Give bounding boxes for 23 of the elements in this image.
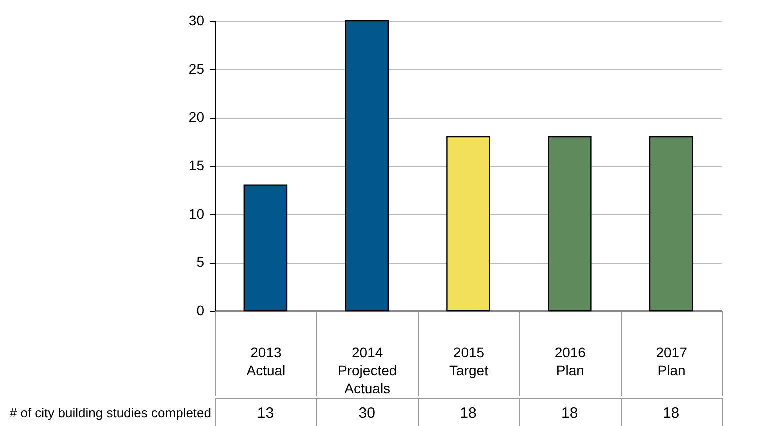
data-label: 13 xyxy=(257,405,274,422)
x-tick-label: 2015 Target xyxy=(450,344,489,378)
text: # of city building studies completed xyxy=(10,406,212,420)
y-tick-label: 10 xyxy=(188,206,205,222)
bar xyxy=(548,136,592,312)
y-tick-label: 15 xyxy=(188,158,205,174)
y-tick-label: 30 xyxy=(188,12,205,28)
y-tick-label: 25 xyxy=(188,60,205,77)
bar xyxy=(446,136,490,312)
bar xyxy=(244,184,288,312)
x-tick-label: 2013 Actual xyxy=(246,344,286,378)
data-label: 18 xyxy=(562,405,578,422)
x-tick-label: 2016 Plan xyxy=(554,344,586,378)
data-label: 18 xyxy=(460,405,477,422)
x-tick-label: 2014 Projected Actuals xyxy=(338,344,398,396)
y-tick-label: 0 xyxy=(196,302,205,318)
data-label: 30 xyxy=(358,405,376,422)
x-tick-label: 2017 Plan xyxy=(656,344,688,378)
y-tick-label: 20 xyxy=(188,109,205,126)
y-tick-label: 5 xyxy=(196,254,205,270)
data-label: 18 xyxy=(662,405,680,422)
bar xyxy=(345,20,389,312)
bar xyxy=(649,136,694,312)
